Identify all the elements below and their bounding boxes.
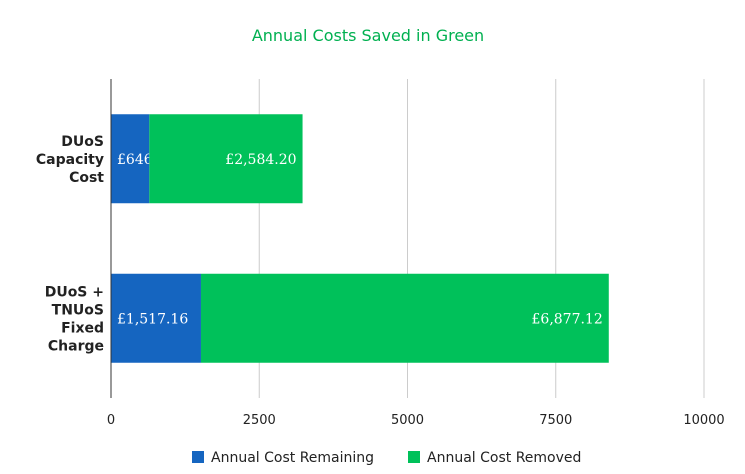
data-label: £1,517.16 (117, 311, 188, 327)
legend: Annual Cost Remaining Annual Cost Removed (192, 450, 581, 466)
x-tick-label: 10000 (683, 413, 724, 428)
data-label: £6,877.12 (532, 311, 603, 327)
data-label: £2,584.20 (225, 152, 296, 168)
x-tick-label: 2500 (243, 413, 276, 428)
x-tick-label: 5000 (391, 413, 424, 428)
category-label: Cost (69, 170, 104, 186)
legend-swatch (192, 451, 204, 463)
bars: £646.05 £2,584.20£1,517.16 £6,877.12 (111, 114, 609, 363)
category-label: Fixed (61, 320, 104, 336)
x-tick-label: 0 (107, 413, 115, 428)
x-tick-label: 7500 (539, 413, 572, 428)
category-label: Charge (48, 338, 104, 354)
category-label: TNUoS (52, 302, 104, 318)
tick-labels: 0 2500 5000 7500 10000 (107, 413, 725, 428)
category-label: Capacity (36, 152, 104, 168)
category-label: DUoS (61, 134, 104, 150)
bar-segment (149, 114, 303, 204)
bar-segment (111, 114, 150, 204)
category-label: DUoS + (45, 284, 104, 300)
bar-segment (200, 273, 609, 363)
legend-label: Annual Cost Remaining (211, 450, 374, 466)
category-labels: DUoS Capacity Cost DUoS + TNUoS Fixed Charge (36, 134, 104, 355)
bar-segment (111, 273, 201, 363)
legend-swatch (408, 451, 420, 463)
legend-label: Annual Cost Removed (427, 450, 581, 466)
chart-title: Annual Costs Saved in Green (252, 26, 484, 45)
